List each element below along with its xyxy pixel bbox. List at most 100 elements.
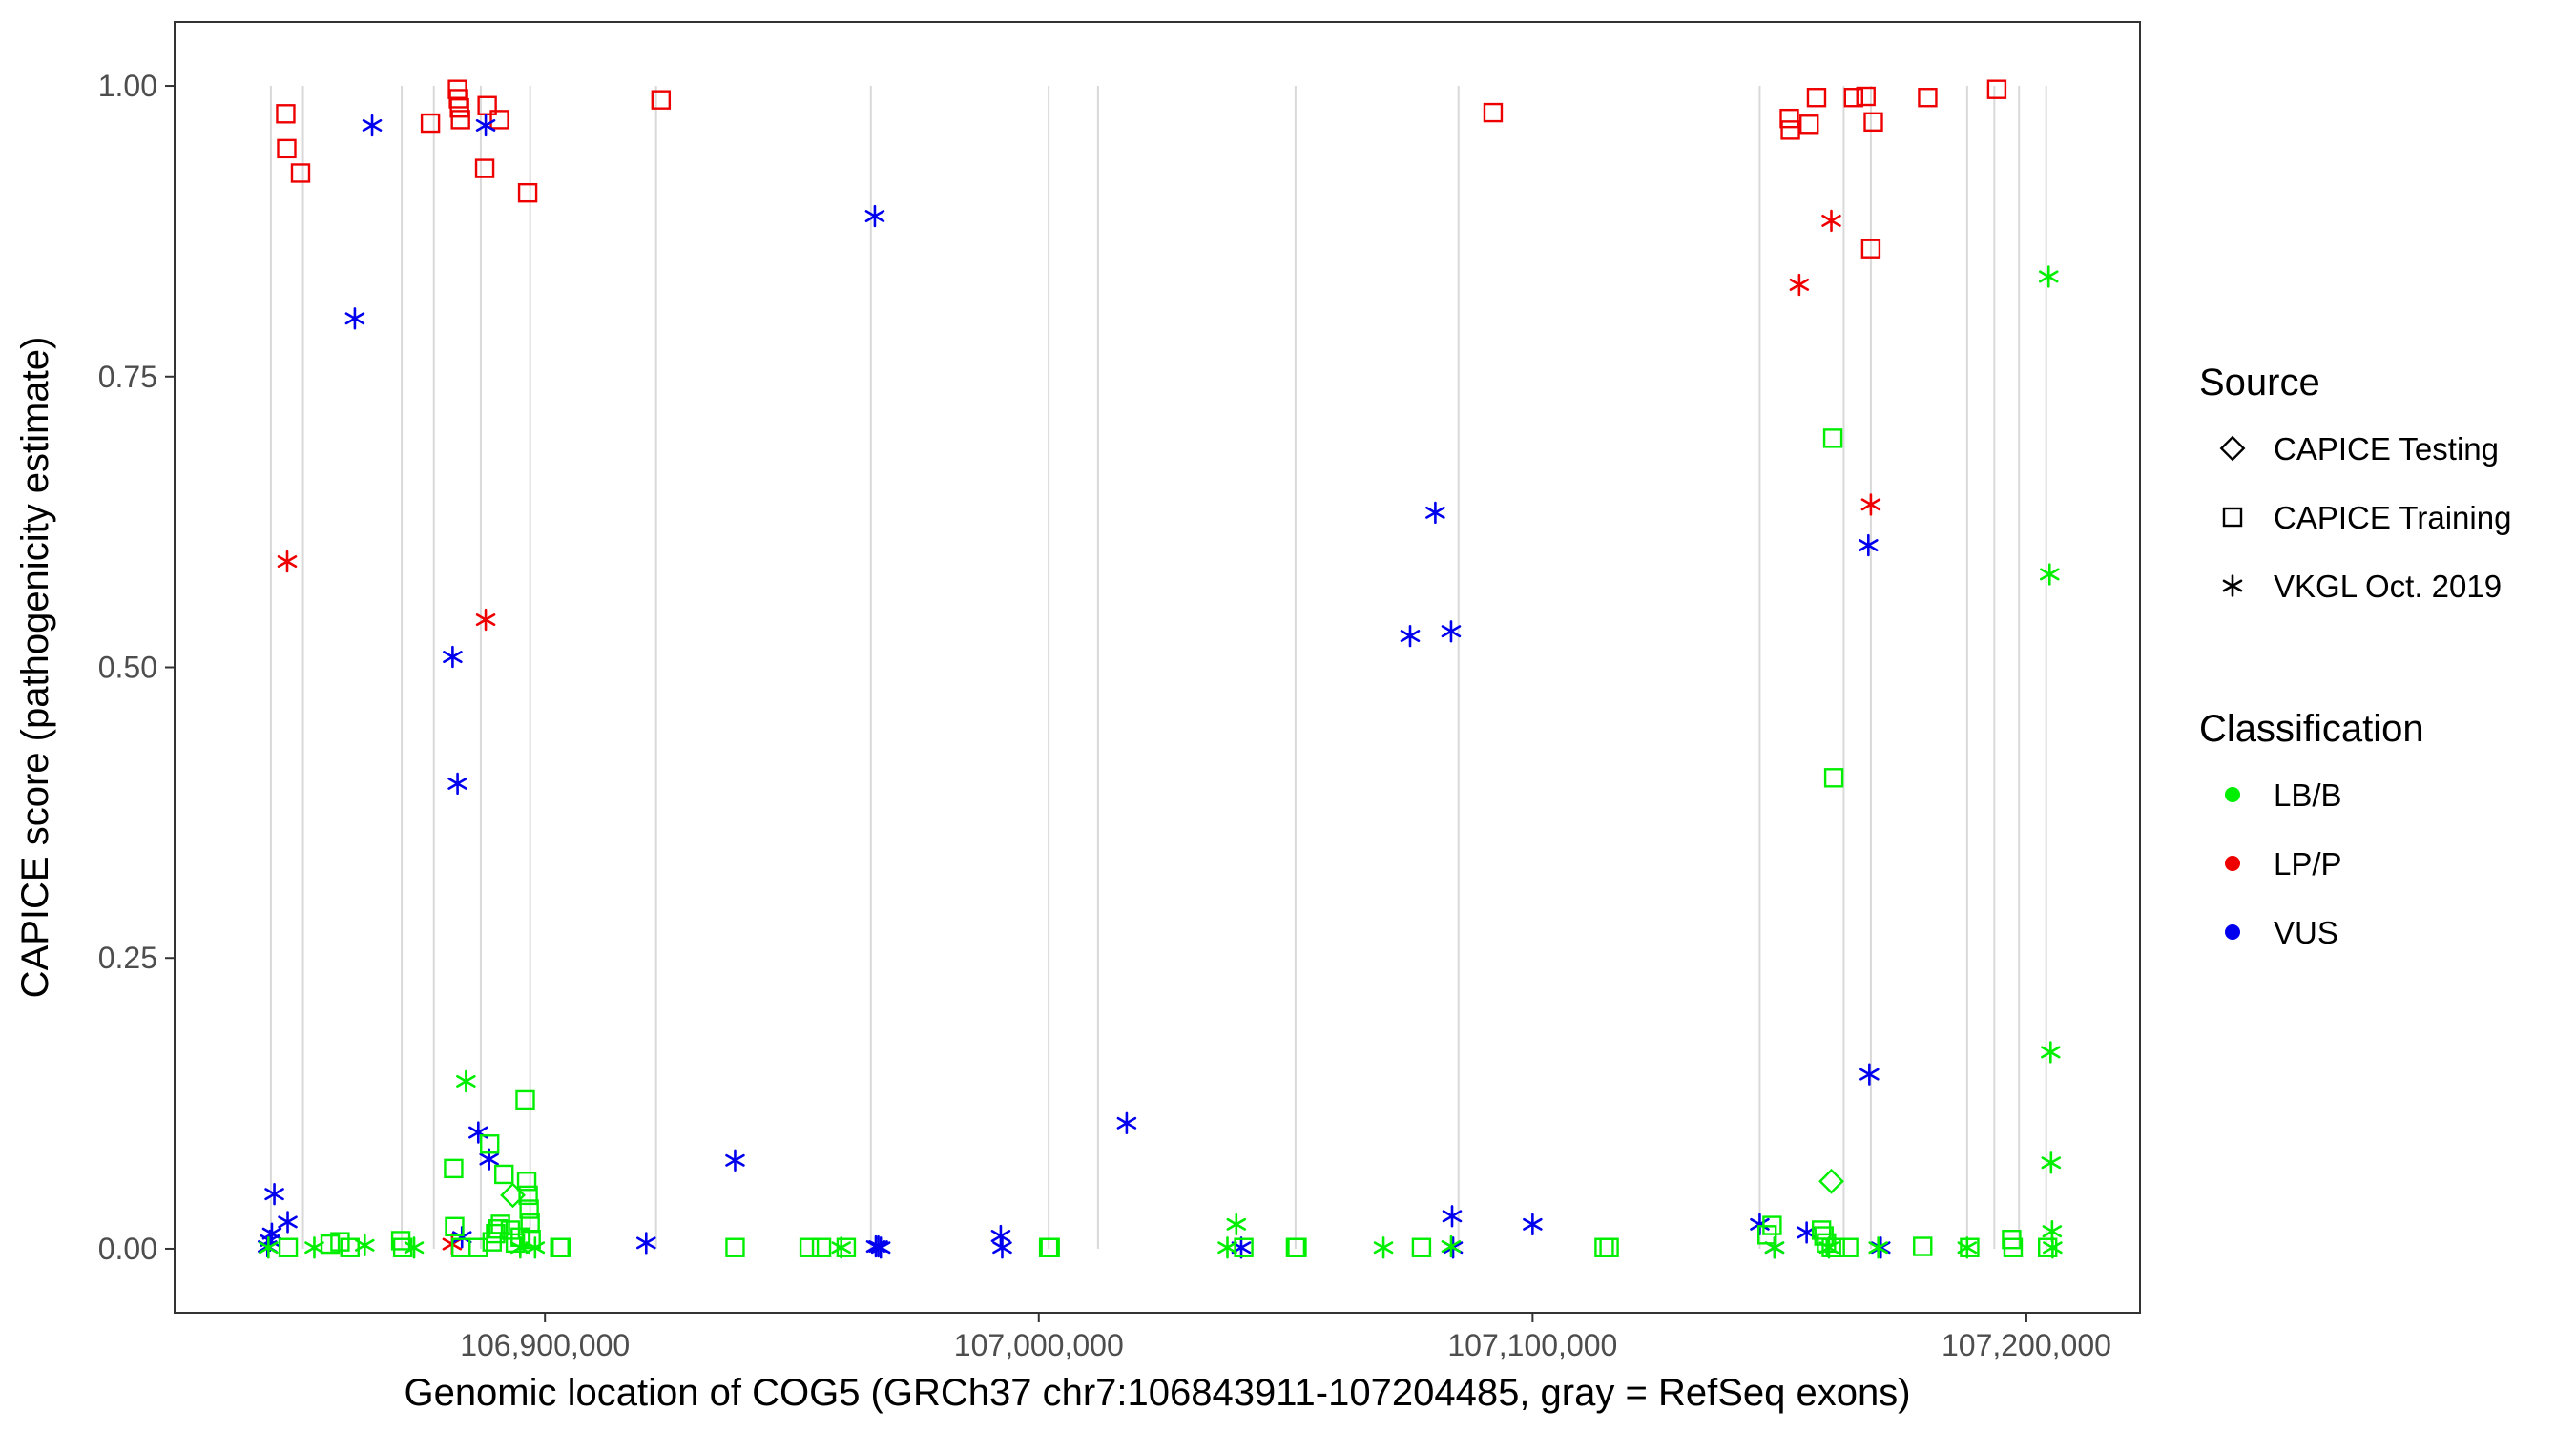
data-point [468, 1237, 488, 1257]
data-point [510, 1227, 530, 1247]
data-point [330, 1232, 350, 1252]
data-point [1400, 624, 1421, 648]
data-point [494, 1164, 514, 1185]
legend-classification-item-label: LB/B [2274, 778, 2342, 813]
legend-color-dot [2225, 787, 2240, 802]
axes: 106,900,000 107,000,000 107,100,000 107,200… [98, 69, 2111, 1362]
legend-source-item-label: VKGL Oct. 2019 [2274, 569, 2502, 604]
x-axis-label: Genomic location of COG5 (GRCh37 chr7:10… [404, 1372, 1910, 1414]
data-point [1762, 1215, 1782, 1235]
data-point [516, 1172, 537, 1192]
data-point [551, 1237, 571, 1257]
y-tick-label: 0.75 [98, 360, 157, 394]
data-point [1599, 1237, 1619, 1257]
data-point [277, 550, 298, 573]
data-point [449, 97, 469, 118]
data-point [259, 1236, 279, 1259]
data-point [1373, 1236, 1394, 1259]
data-point [1839, 1237, 1859, 1257]
y-tick-label: 0.00 [98, 1232, 157, 1266]
y-tick-label: 0.25 [98, 941, 157, 975]
data-point [261, 1222, 282, 1245]
y-tick-label: 0.50 [98, 651, 157, 685]
data-point [1483, 102, 1504, 123]
data-point [836, 1237, 857, 1257]
data-point [811, 1237, 832, 1257]
data-point [447, 772, 467, 796]
data-point [2038, 1237, 2058, 1257]
data-point [1856, 86, 1876, 107]
data-point [420, 113, 441, 134]
legend-color-dot [2225, 856, 2240, 871]
data-point [264, 1183, 284, 1206]
legend-color-dot [2225, 924, 2240, 940]
data-point [1918, 88, 1938, 108]
data-point [475, 114, 496, 137]
data-point [1863, 112, 1883, 133]
data-point [278, 1237, 299, 1257]
data-point [1789, 273, 1810, 297]
x-tick-label: 107,100,000 [1447, 1328, 1617, 1362]
data-point [450, 110, 470, 130]
x-tick-label: 107,200,000 [1942, 1328, 2111, 1362]
data-point [1868, 1236, 1888, 1259]
data-point [490, 1214, 510, 1234]
legend-classification-title: Classification [2199, 708, 2424, 750]
data-point [870, 1236, 891, 1259]
y-axis-label: CAPICE score (pathogenicity estimate) [14, 337, 56, 999]
data-point [277, 138, 297, 159]
data-point [1441, 1234, 1462, 1258]
legend-square-key [2222, 507, 2243, 528]
data-point [1859, 1063, 1880, 1086]
legend-classification-item-label: LP/P [2274, 846, 2342, 881]
data-point [831, 1236, 852, 1259]
data-point [2038, 265, 2059, 288]
data-point [477, 95, 497, 115]
data-point [489, 110, 509, 130]
series-capice-training-lb-b [278, 428, 2058, 1257]
legend-source-title: Source [2199, 362, 2320, 404]
data-point [344, 307, 365, 330]
exon-lines [269, 86, 2047, 1249]
series-capice-testing-lb-b [500, 1168, 1844, 1209]
data-point [1523, 1213, 1543, 1236]
data-point [864, 204, 885, 228]
data-point [1811, 1220, 1832, 1240]
data-point [651, 90, 672, 110]
data-point [519, 1199, 539, 1219]
data-point [521, 1230, 541, 1250]
series-vkgl-oct-2019-lp-p [277, 209, 1881, 1255]
data-point [474, 158, 495, 178]
data-point [799, 1237, 820, 1257]
data-point [2043, 1236, 2063, 1259]
data-point [456, 1069, 476, 1093]
data-point [1821, 209, 1841, 233]
x-tick-label: 107,000,000 [954, 1328, 1124, 1362]
legend: Source CAPICE Testing CAPICE Training VK… [2199, 362, 2511, 950]
data-point [390, 1231, 411, 1251]
data-point [500, 1220, 521, 1240]
data-point [290, 163, 311, 183]
data-point [1779, 108, 1799, 129]
data-point [276, 104, 296, 124]
data-point [443, 645, 463, 669]
data-point [1116, 1111, 1137, 1134]
data-point [500, 1182, 526, 1209]
data-point [2041, 1041, 2061, 1064]
data-point [445, 1216, 465, 1237]
data-point [1843, 88, 1863, 108]
data-point [392, 1237, 413, 1257]
data-point [278, 1211, 298, 1234]
data-point [480, 1134, 500, 1154]
data-point [1226, 1213, 1247, 1236]
data-point [992, 1236, 1012, 1259]
data-point [488, 1219, 509, 1239]
data-point [1818, 1168, 1844, 1194]
data-point [1441, 620, 1462, 643]
data-point [320, 1234, 341, 1255]
legend-diamond-key [2219, 435, 2246, 462]
legend-source-item-label: CAPICE Testing [2274, 431, 2499, 467]
legend-source-keys [2219, 435, 2246, 597]
data-point [505, 1233, 526, 1254]
